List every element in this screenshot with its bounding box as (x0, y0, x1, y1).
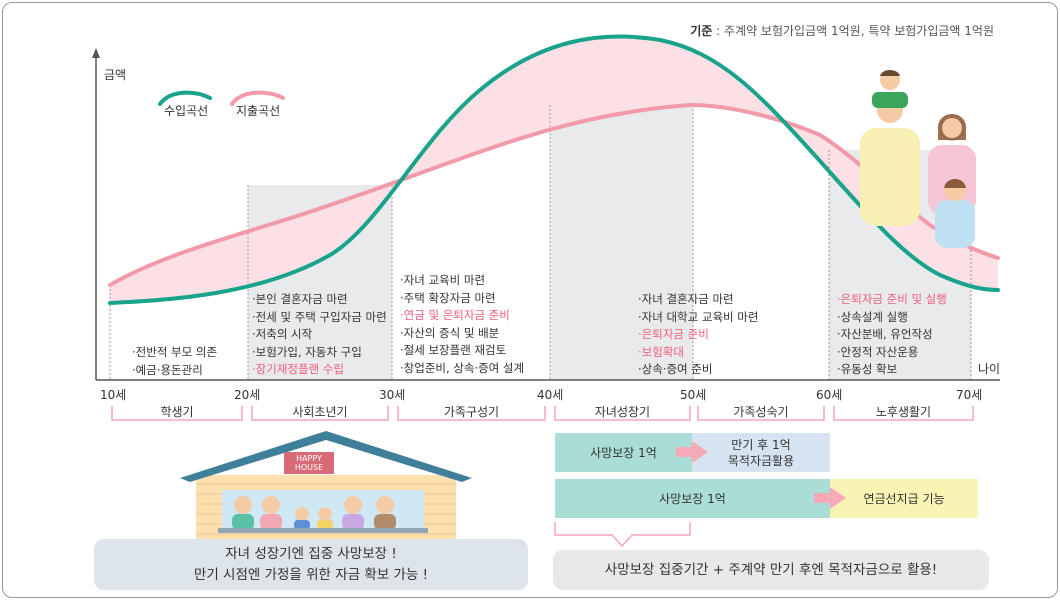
gap-area (110, 36, 998, 303)
basis-note: 기준 : 주계약 보험가입금액 1억원, 특약 보험가입금액 1억원 (690, 24, 994, 38)
bullet-item: ·자녀 결혼자금 마련 (638, 292, 734, 306)
bullet-item-highlight: ·은퇴자금 준비 및 실행 (837, 292, 947, 306)
bracket-family-maturity (697, 406, 825, 421)
bullet-item: ·본인 결혼자금 마련 (252, 292, 348, 306)
stage-student: 학생기 (160, 405, 194, 419)
legend-income-label: 수입곡선 (164, 104, 209, 118)
family-illustration (860, 70, 976, 248)
tick-20: 20세 (234, 388, 261, 402)
arrow-icon-row2 (814, 487, 846, 509)
maturity-line-1: 만기 후 1억 (731, 437, 791, 452)
tick-70: 70세 (956, 388, 983, 402)
bullet-item: ·주택 확장자금 마련 (400, 290, 496, 305)
tick-10: 10세 (100, 388, 127, 402)
bullet-item: ·유동성 확보 (837, 362, 898, 376)
bullet-item: ·저축의 시작 (252, 327, 313, 341)
coverage-bracket (554, 522, 691, 536)
bullet-item: ·자산의 증식 및 배분 (400, 325, 500, 340)
bullet-item: ·자녀 교육비 마련 (400, 273, 486, 287)
bullet-item-highlight: ·은퇴자금 준비 (638, 327, 709, 341)
bullet-item: ·창업준비, 상속·증여 설계 (400, 360, 525, 375)
income-curve (108, 34, 1000, 305)
bullet-item: ·절세 보장플랜 재검토 (400, 343, 507, 357)
bracket-student (111, 406, 243, 421)
legend-income-swatch (158, 90, 212, 106)
bracket-pointer (610, 534, 634, 548)
house-sign-line-1: HAPPY (296, 454, 322, 463)
bullet-item: ·상속설계 실행 (837, 309, 908, 324)
bullet-item: ·전세 및 주택 구입자금 마련 (252, 309, 387, 324)
legend-expense-swatch (230, 90, 285, 106)
bullet-item: ·보험가입, 자동차 구입 (252, 344, 362, 359)
legend-expense-label: 지출곡선 (236, 104, 281, 118)
coverage-row1-death: 사망보장 1억 (555, 433, 692, 472)
coverage-row1-maturity: 만기 후 1억 목적자금활용 (692, 433, 830, 472)
bullets-family-formation: ·자녀 교육비 마련 ·주택 확장자금 마련 ·연금 및 은퇴자금 준비 ·자산… (400, 272, 524, 377)
bullet-item: ·예금·용돈관리 (132, 362, 203, 377)
stage-early-career: 사회초년기 (292, 405, 348, 419)
bullet-item: ·자녀 대학교 교육비 마련 (638, 309, 759, 324)
bracket-child-growth (554, 406, 691, 421)
house-sign-line-2: HOUSE (294, 463, 324, 472)
happy-house-illustration (180, 431, 472, 541)
tick-50: 50세 (680, 388, 707, 402)
house-sign: HAPPY HOUSE (284, 454, 334, 472)
tick-60: 60세 (816, 388, 843, 402)
maturity-line-2: 목적자금활용 (727, 453, 795, 468)
bullet-item-highlight: ·장기재정플랜 수립 (252, 362, 344, 376)
y-axis-label: 금액 (104, 68, 127, 82)
bullet-item-highlight: ·연금 및 은퇴자금 준비 (400, 308, 510, 322)
y-axis-arrow (92, 48, 100, 58)
bracket-early-career (251, 406, 389, 421)
stage-child-growth: 자녀성장기 (594, 405, 651, 419)
bullets-retirement: ·은퇴자금 준비 및 실행 ·상속설계 실행 ·자산분배, 유언작성 ·안정적 … (837, 291, 947, 379)
coverage-row2-annuity: 연금선지급 기능 (830, 479, 978, 518)
bullets-student: ·전반적 부모 의존 ·예금·용돈관리 (132, 344, 217, 379)
caption-left: 자녀 성장기엔 집중 사망보장 ! 만기 시점엔 가정을 위한 자금 확보 가능… (94, 539, 528, 590)
bullet-item: ·안정적 자산운용 (837, 344, 919, 359)
caption-left-line-1: 자녀 성장기엔 집중 사망보장 ! (225, 545, 397, 562)
bullets-child-growth: ·자녀 결혼자금 마련 ·자녀 대학교 교육비 마련 ·은퇴자금 준비 ·보험확… (638, 291, 758, 379)
arrow-icon-row1 (676, 441, 708, 463)
coverage-row2-death: 사망보장 1억 (555, 479, 830, 518)
bullet-item: ·전반적 부모 의존 (132, 345, 218, 359)
bracket-retirement (833, 406, 974, 421)
bullets-early-career: ·본인 결혼자금 마련 ·전세 및 주택 구입자금 마련 ·저축의 시작 ·보험… (252, 291, 387, 379)
bracket-family-formation (397, 406, 546, 421)
x-axis-end-label: 나이 (978, 362, 1001, 376)
bullet-item: ·상속·증여 준비 (638, 362, 713, 376)
caption-right: 사망보장 집중기간 + 주계약 만기 후엔 목적자금으로 활용! (553, 550, 989, 590)
shade-child-growth (550, 105, 693, 380)
caption-left-line-2: 만기 시점엔 가정을 위한 자금 확보 가능 ! (193, 566, 429, 583)
bullet-item-highlight: ·보험확대 (638, 344, 684, 359)
stage-retirement: 노후생활기 (875, 405, 932, 419)
life-cycle-graph (92, 34, 1000, 421)
bullet-item: ·자산분배, 유언작성 (837, 327, 933, 341)
stage-family-maturity: 가족성숙기 (733, 405, 789, 419)
tick-40: 40세 (537, 388, 564, 402)
tick-30: 30세 (379, 388, 406, 402)
stage-family-formation: 가족구성기 (443, 405, 500, 419)
